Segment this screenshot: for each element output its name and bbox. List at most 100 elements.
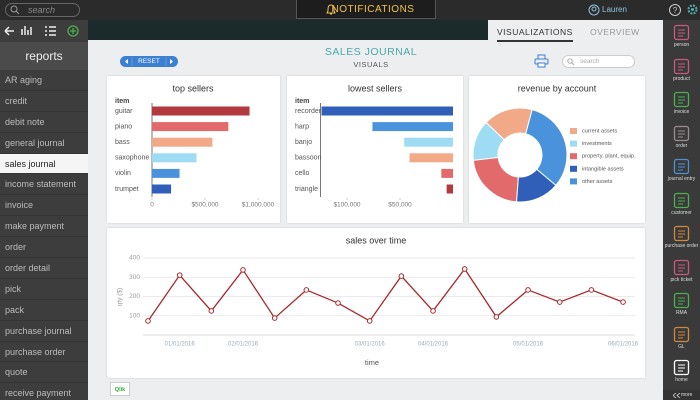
more-button[interactable]: more (663, 390, 700, 400)
icon-glyph (678, 230, 685, 238)
category-label: cello (295, 170, 310, 177)
help-button[interactable]: ? (669, 4, 681, 16)
x-tick-label: 03/01/2016 (355, 342, 386, 348)
nav-label: RMA (675, 310, 688, 316)
bar (321, 106, 453, 116)
chart-icon[interactable] (21, 26, 32, 35)
menu-item[interactable]: receive payment (0, 383, 88, 400)
user-name[interactable]: Lauren (602, 5, 627, 14)
logo: Qlik (110, 382, 130, 396)
nav-item[interactable]: pick ticket (663, 255, 700, 289)
icon-frame (673, 58, 690, 74)
nav-item[interactable]: invoice (663, 87, 700, 121)
icon-frame (673, 125, 690, 141)
menu-item[interactable]: pick (0, 279, 88, 300)
menu-item[interactable]: credit (0, 91, 88, 112)
nav-item[interactable]: GL (663, 322, 700, 356)
nav-label: GL (678, 343, 685, 350)
nav-icon (673, 125, 690, 141)
nav-icon (673, 259, 690, 275)
legend-label: current assets (582, 128, 617, 134)
menu-item[interactable]: purchase order (0, 342, 88, 363)
legend-swatch (570, 165, 577, 172)
tab[interactable]: VISUALIZATIONS (497, 27, 573, 42)
legend-swatch (570, 128, 577, 134)
nav-item[interactable]: customer (663, 188, 700, 222)
bar (409, 153, 453, 163)
nav-item[interactable]: home (663, 355, 700, 389)
panel: top sellers item guitar piano bass saxophone v… (107, 76, 280, 223)
nav-item[interactable]: order (663, 121, 700, 155)
print-icon[interactable] (534, 54, 549, 68)
menu-item[interactable]: purchase journal (0, 321, 88, 342)
nav-item[interactable]: purchase order (663, 221, 700, 255)
menu-item[interactable]: order detail (0, 258, 88, 279)
category-label: bass (115, 139, 130, 146)
chart: lowest sellers item recorder harp banjo basso… (295, 83, 453, 209)
bar (441, 168, 453, 178)
point-marker (556, 299, 563, 305)
donut-segment (525, 108, 568, 187)
point-marker (398, 273, 405, 279)
x-tick-label: $50,000 (388, 202, 412, 209)
icon-glyph (678, 63, 685, 70)
point-marker (176, 272, 183, 278)
x-tick-label: $1,000,000 (242, 202, 275, 209)
back-icon[interactable] (4, 26, 14, 36)
donut-segment (472, 156, 519, 203)
category-label: piano (115, 123, 132, 130)
axis-title: item (115, 98, 129, 105)
search-box[interactable]: search (562, 55, 635, 68)
nav-item[interactable]: journal entry (663, 154, 700, 188)
reset-button[interactable]: RESET (120, 56, 178, 67)
icon-frame (673, 326, 690, 342)
nav-label: customer (671, 209, 692, 216)
x-tick-label: 02/01/2016 (228, 342, 259, 348)
point-marker (271, 315, 278, 321)
category-label: guitar (115, 108, 133, 115)
nav-item[interactable]: person (663, 20, 700, 54)
point-marker (335, 300, 341, 306)
chart-title: sales over time (346, 235, 407, 245)
menu-item[interactable]: income statement (0, 174, 88, 196)
x-tick-label: 06/01/2016 (608, 342, 639, 348)
tab[interactable]: OVERVIEW (590, 27, 640, 37)
point-marker (493, 314, 500, 320)
menu-item[interactable]: order (0, 237, 88, 259)
add-icon[interactable] (67, 25, 79, 37)
nav-item[interactable]: RMA (663, 288, 700, 322)
menu-item[interactable]: quote (0, 362, 88, 384)
x-tick-label: $500,000 (191, 202, 218, 209)
icon-frame (673, 91, 690, 108)
bar (152, 168, 180, 178)
search-box[interactable]: search (5, 3, 80, 17)
bar (404, 137, 453, 147)
panel: revenue by account current assets investme… (469, 76, 645, 223)
axis-title: qty ($) (117, 288, 124, 306)
list-icon[interactable] (45, 26, 56, 36)
category-label: banjo (295, 139, 312, 146)
x-tick-label: 04/01/2016 (418, 342, 449, 348)
nav-icon (673, 58, 690, 74)
menu-item[interactable]: debit note (0, 112, 88, 133)
notifications-button[interactable]: NOTIFICATIONS (296, 0, 436, 19)
right-sidebar: person product invoice order journal entry cu… (663, 20, 700, 400)
bar (152, 184, 172, 194)
menu-item[interactable]: invoice (0, 195, 88, 217)
menu-item[interactable]: general journal (0, 133, 88, 154)
menu-item[interactable]: sales journal (0, 153, 88, 175)
chart-title: revenue by account (518, 83, 597, 93)
chart: top sellers item guitar piano bass saxophone v… (115, 83, 275, 209)
top-bar: search NOTIFICATIONS Lauren ? (0, 0, 700, 20)
nav-label: pick ticket (670, 276, 693, 283)
page-subtitle: VISUALS (353, 60, 389, 69)
menu-item[interactable]: AR aging (0, 70, 88, 91)
menu-item[interactable]: pack (0, 300, 88, 321)
nav-label: person (673, 42, 690, 48)
menu-item[interactable]: make payment (0, 216, 88, 238)
nav-item[interactable]: product (663, 54, 700, 88)
bell-icon (326, 4, 336, 15)
nav-icon (673, 326, 690, 342)
settings-icon[interactable] (686, 3, 699, 16)
